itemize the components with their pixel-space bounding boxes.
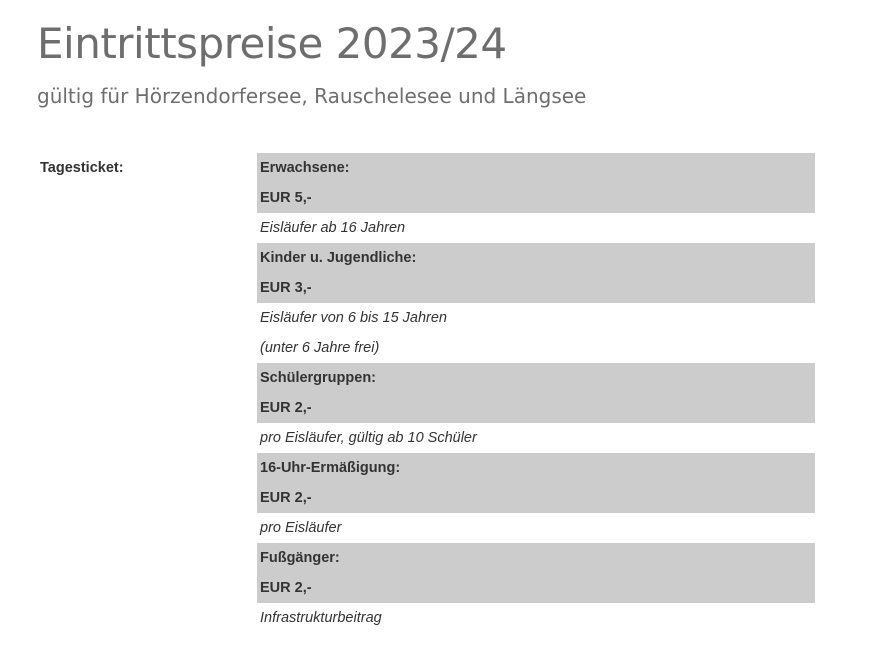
category-note: pro Eisläufer xyxy=(260,520,342,536)
page-title: Eintrittspreise 2023/24 xyxy=(37,19,507,68)
category-price: EUR 2,- xyxy=(257,573,815,603)
category-name: Kinder u. Jugendliche: xyxy=(257,243,815,273)
category-note: Eisläufer ab 16 Jahren xyxy=(260,220,406,236)
tagesticket-label: Tagesticket: xyxy=(40,160,124,176)
category-note: pro Eisläufer, gültig ab 10 Schüler xyxy=(260,430,477,446)
price-list: Erwachsene: EUR 5,- Eisläufer ab 16 Jahr… xyxy=(257,153,815,633)
category-name: Fußgänger: xyxy=(257,543,815,573)
category-price: EUR 5,- xyxy=(257,183,815,213)
category-price: EUR 3,- xyxy=(257,273,815,303)
category-price: EUR 2,- xyxy=(257,393,815,423)
page-subtitle: gültig für Hörzendorfersee, Rauschelesee… xyxy=(37,84,587,108)
category-name: Erwachsene: xyxy=(257,153,815,183)
category-note: Infrastrukturbeitrag xyxy=(260,610,382,626)
category-name: Schülergruppen: xyxy=(257,363,815,393)
category-price: EUR 2,- xyxy=(257,483,815,513)
category-note: Eisläufer von 6 bis 15 Jahren xyxy=(260,310,447,326)
category-note: (unter 6 Jahre frei) xyxy=(260,340,380,356)
category-name: 16-Uhr-Ermäßigung: xyxy=(257,453,815,483)
